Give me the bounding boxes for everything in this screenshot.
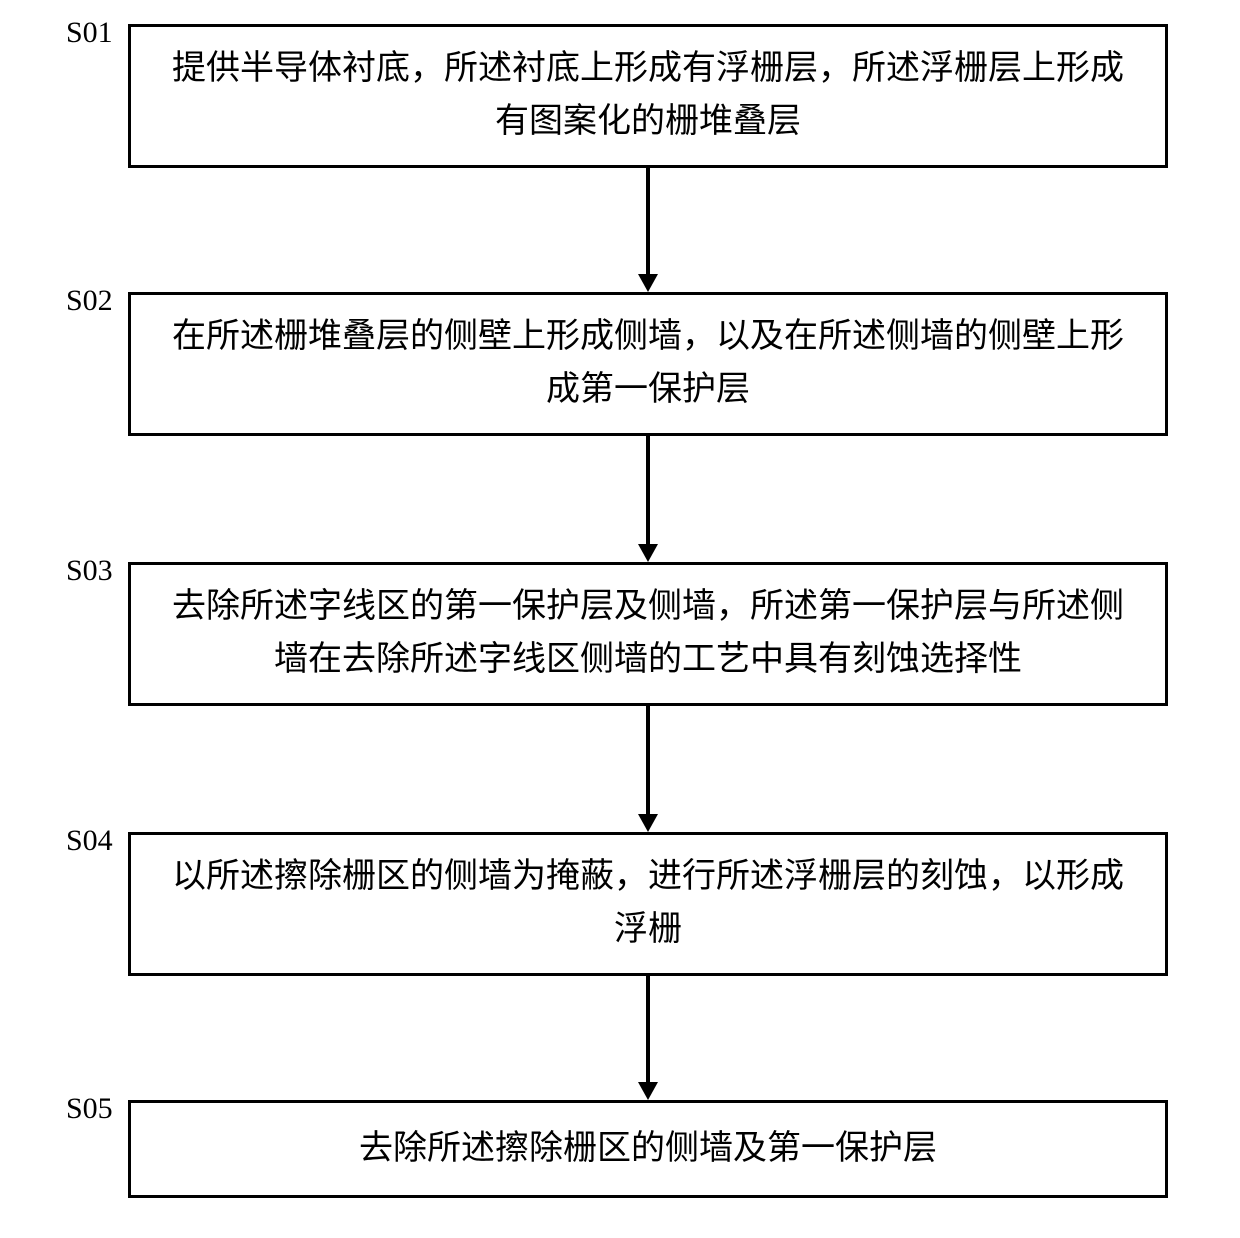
step-label-s04: S04	[66, 824, 113, 858]
step-label-s02: S02	[66, 284, 113, 318]
arrowhead-s02-s03	[638, 544, 658, 562]
arrowhead-s04-s05	[638, 1082, 658, 1100]
step-label-s01: S01	[66, 16, 113, 50]
connector-s04-s05	[646, 976, 650, 1082]
step-box-s02: 在所述栅堆叠层的侧壁上形成侧墙，以及在所述侧墙的侧壁上形成第一保护层	[128, 292, 1168, 436]
step-text-s03: 去除所述字线区的第一保护层及侧墙，所述第一保护层与所述侧墙在去除所述字线区侧墙的…	[159, 581, 1137, 686]
flowchart-canvas: S01 提供半导体衬底，所述衬底上形成有浮栅层，所述浮栅层上形成有图案化的栅堆叠…	[0, 0, 1240, 1238]
step-text-s02: 在所述栅堆叠层的侧壁上形成侧墙，以及在所述侧墙的侧壁上形成第一保护层	[159, 311, 1137, 416]
step-box-s05: 去除所述擦除栅区的侧墙及第一保护层	[128, 1100, 1168, 1198]
step-label-s05: S05	[66, 1092, 113, 1126]
arrowhead-s03-s04	[638, 814, 658, 832]
step-text-s05: 去除所述擦除栅区的侧墙及第一保护层	[359, 1123, 937, 1176]
step-label-s03: S03	[66, 554, 113, 588]
step-box-s04: 以所述擦除栅区的侧墙为掩蔽，进行所述浮栅层的刻蚀，以形成浮栅	[128, 832, 1168, 976]
connector-s01-s02	[646, 168, 650, 274]
step-box-s01: 提供半导体衬底，所述衬底上形成有浮栅层，所述浮栅层上形成有图案化的栅堆叠层	[128, 24, 1168, 168]
connector-s02-s03	[646, 436, 650, 544]
connector-s03-s04	[646, 706, 650, 814]
arrowhead-s01-s02	[638, 274, 658, 292]
step-box-s03: 去除所述字线区的第一保护层及侧墙，所述第一保护层与所述侧墙在去除所述字线区侧墙的…	[128, 562, 1168, 706]
step-text-s01: 提供半导体衬底，所述衬底上形成有浮栅层，所述浮栅层上形成有图案化的栅堆叠层	[159, 43, 1137, 148]
step-text-s04: 以所述擦除栅区的侧墙为掩蔽，进行所述浮栅层的刻蚀，以形成浮栅	[159, 851, 1137, 956]
